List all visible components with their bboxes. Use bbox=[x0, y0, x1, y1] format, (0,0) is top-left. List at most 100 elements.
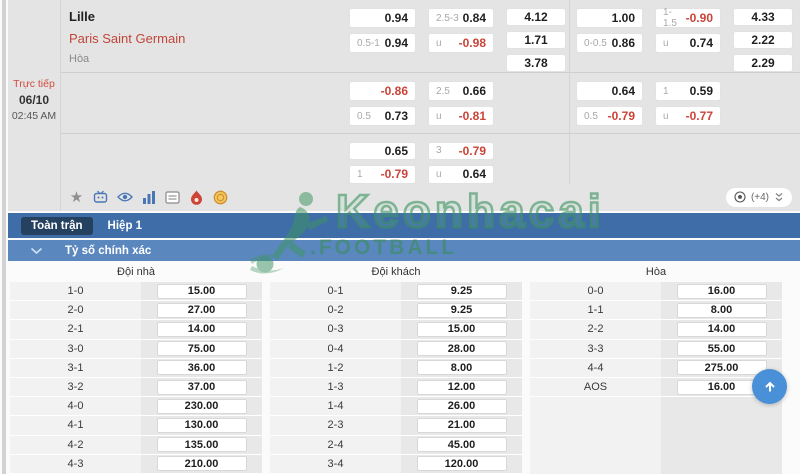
odds-box[interactable]: 4.12 bbox=[506, 8, 566, 26]
score-odds-box[interactable]: 8.00 bbox=[416, 360, 507, 376]
score-label: 1-3 bbox=[270, 378, 401, 398]
lineup-icon[interactable] bbox=[164, 189, 181, 206]
score-label: 4-4 bbox=[530, 359, 661, 378]
score-label: 3-3 bbox=[530, 340, 661, 359]
score-odds-box[interactable]: 9.25 bbox=[416, 283, 507, 299]
score-odds-box[interactable]: 9.25 bbox=[416, 302, 507, 318]
odds-column-1x2: 4.33 2.22 2.29 bbox=[733, 8, 793, 72]
draw-label: Hòa bbox=[69, 53, 90, 65]
eye-icon[interactable] bbox=[116, 189, 133, 206]
score-odds-box[interactable]: 15.00 bbox=[156, 283, 247, 299]
tv-icon[interactable] bbox=[92, 189, 109, 206]
score-odds-box[interactable]: 16.00 bbox=[676, 379, 767, 395]
home-team-name[interactable]: Lille bbox=[69, 9, 96, 24]
score-odds-box[interactable]: 26.00 bbox=[416, 398, 507, 414]
odds-group-b: 1.00 0-0.5 0.86 1-1.5 -0.90 u 0.74 4.33 2.22 2.… bbox=[569, 0, 800, 72]
medal-icon[interactable] bbox=[212, 189, 229, 206]
odds-box[interactable]: 0.64 bbox=[576, 81, 643, 101]
odds-box[interactable]: 0.5 0.73 bbox=[349, 106, 416, 126]
match-time-column: Trực tiếp 06/10 02:45 AM bbox=[8, 0, 60, 211]
odds-box[interactable]: u 0.74 bbox=[655, 33, 721, 53]
star-icon[interactable]: ★ bbox=[69, 188, 84, 206]
odds-group-b: 0.64 0.5 -0.79 1 0.59 u -0.77 bbox=[569, 73, 800, 133]
odds-box[interactable]: 0.5-1 0.94 bbox=[349, 33, 416, 53]
match-odds-panel: Trực tiếp 06/10 02:45 AM Lille Paris Sai… bbox=[8, 0, 800, 211]
tab-full-match[interactable]: Toàn trận bbox=[21, 216, 93, 235]
arrow-up-icon bbox=[764, 381, 775, 391]
score-odds-box[interactable]: 275.00 bbox=[676, 360, 767, 376]
score-odds-box[interactable]: 15.00 bbox=[416, 321, 507, 337]
odds-column-overunder: 2.5 0.66 u -0.81 bbox=[428, 81, 494, 133]
score-label: 0-2 bbox=[270, 301, 401, 321]
match-toolbar: ★ bbox=[61, 184, 800, 211]
live-label: Trực tiếp bbox=[13, 78, 55, 90]
score-odds-box[interactable]: 36.00 bbox=[156, 360, 247, 376]
odds-box[interactable]: u -0.81 bbox=[428, 106, 494, 126]
correct-score-table: Đội nhà Đội khách Hòa 1-0 2-0 2-1 3-0 3-1 3-2… bbox=[10, 263, 782, 474]
odds-block-extra: 0.65 1 -0.79 3 -0.79 u 0.64 bbox=[61, 133, 800, 184]
odds-column-overunder: 1 0.59 u -0.77 bbox=[655, 81, 721, 133]
odds-group-a: 0.65 1 -0.79 3 -0.79 u 0.64 bbox=[348, 134, 569, 184]
score-odds-box[interactable]: 14.00 bbox=[156, 321, 247, 337]
odds-box[interactable]: -0.86 bbox=[349, 81, 416, 101]
score-odds-box[interactable]: 28.00 bbox=[416, 341, 507, 357]
section-title: Tỷ số chính xác bbox=[65, 244, 152, 257]
odds-column-handicap: 0.65 1 -0.79 bbox=[349, 141, 416, 184]
header-home: Đội nhà bbox=[117, 266, 155, 278]
odds-box[interactable]: 1-1.5 -0.90 bbox=[655, 7, 721, 29]
score-odds-box[interactable]: 75.00 bbox=[156, 341, 247, 357]
score-odds-box[interactable]: 210.00 bbox=[156, 456, 247, 472]
tab-first-half[interactable]: Hiệp 1 bbox=[107, 219, 143, 232]
odds-column-handicap: 0.94 0.5-1 0.94 bbox=[349, 8, 416, 72]
score-odds-box[interactable]: 16.00 bbox=[676, 283, 767, 299]
odds-box[interactable]: 1.00 bbox=[576, 8, 643, 28]
odds-box[interactable]: u 0.64 bbox=[428, 165, 494, 184]
score-label: 1-1 bbox=[530, 301, 661, 321]
odds-box[interactable]: u -0.98 bbox=[428, 33, 494, 53]
score-odds-box[interactable]: 230.00 bbox=[156, 398, 247, 414]
odds-box[interactable]: 0.5 -0.79 bbox=[576, 106, 643, 126]
odds-box[interactable]: 4.33 bbox=[733, 8, 793, 26]
score-odds-box[interactable]: 27.00 bbox=[156, 302, 247, 318]
score-table-headers: Đội nhà Đội khách Hòa bbox=[10, 263, 782, 282]
score-odds-box[interactable]: 21.00 bbox=[416, 417, 507, 433]
score-odds-box[interactable]: 14.00 bbox=[676, 321, 767, 337]
score-group-home: 1-0 2-0 2-1 3-0 3-1 3-2 4-0 4-1 4-2 4-3 15.00 27.0… bbox=[10, 282, 262, 474]
score-odds-box[interactable]: 120.00 bbox=[416, 456, 507, 472]
score-odds-box[interactable]: 55.00 bbox=[676, 341, 767, 357]
odds-box[interactable]: 1 0.59 bbox=[655, 81, 721, 101]
odds-box[interactable]: 0.94 bbox=[349, 8, 416, 28]
odds-main-column: Lille Paris Saint Germain Hòa 0.94 0.5-1 0… bbox=[60, 0, 800, 211]
header-draw: Hòa bbox=[645, 266, 667, 278]
score-odds-box[interactable]: 37.00 bbox=[156, 379, 247, 395]
more-bookmakers-button[interactable]: (+4) bbox=[725, 187, 792, 207]
correct-score-section-header[interactable]: Tỷ số chính xác bbox=[8, 240, 800, 261]
left-scroll-rail[interactable] bbox=[2, 0, 6, 474]
hot-icon[interactable] bbox=[188, 189, 205, 206]
odds-box[interactable]: 2.22 bbox=[733, 31, 793, 49]
score-odds-box[interactable]: 12.00 bbox=[416, 379, 507, 395]
odds-box[interactable]: 2.5 0.66 bbox=[428, 81, 494, 101]
score-label: 3-2 bbox=[10, 378, 141, 398]
scroll-top-button[interactable] bbox=[752, 369, 787, 404]
odds-box[interactable]: 3 -0.79 bbox=[428, 141, 494, 161]
soccer-ball-icon bbox=[734, 191, 746, 203]
score-odds-box[interactable]: 8.00 bbox=[676, 302, 767, 318]
away-team-name[interactable]: Paris Saint Germain bbox=[69, 31, 186, 46]
odds-box[interactable]: 2.5-3 0.84 bbox=[428, 8, 494, 28]
odds-box[interactable]: 3.78 bbox=[506, 54, 566, 72]
odds-box[interactable]: 0-0.5 0.86 bbox=[576, 33, 643, 53]
score-odds-box[interactable]: 45.00 bbox=[416, 437, 507, 453]
odds-column-overunder: 2.5-3 0.84 u -0.98 bbox=[428, 8, 494, 72]
score-label: 3-4 bbox=[270, 455, 401, 474]
odds-box[interactable]: 2.29 bbox=[733, 54, 793, 72]
odds-box[interactable]: 0.65 bbox=[349, 141, 416, 161]
stats-icon[interactable] bbox=[140, 189, 157, 206]
score-label: 2-4 bbox=[270, 436, 401, 455]
odds-box[interactable]: u -0.77 bbox=[655, 106, 721, 126]
odds-box[interactable]: 1.71 bbox=[506, 31, 566, 49]
score-odds-box[interactable]: 135.00 bbox=[156, 437, 247, 453]
more-count-label: (+4) bbox=[750, 191, 769, 203]
odds-box[interactable]: 1 -0.79 bbox=[349, 165, 416, 184]
score-odds-box[interactable]: 130.00 bbox=[156, 417, 247, 433]
